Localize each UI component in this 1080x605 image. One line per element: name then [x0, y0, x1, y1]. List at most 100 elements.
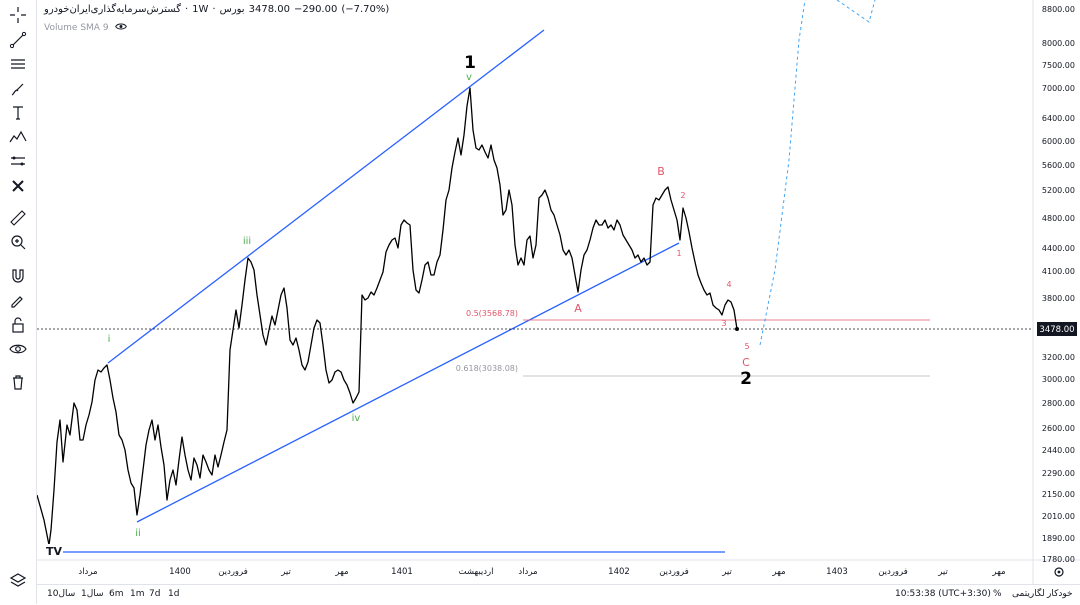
chart-settings-icon[interactable]	[1054, 567, 1064, 577]
price-scale-label: 2800.00	[1042, 399, 1075, 408]
timeframe-1y[interactable]: 1سال	[81, 589, 104, 599]
price-scale-label: 5600.00	[1042, 161, 1075, 170]
price-change-pct: (−7.70%)	[341, 4, 390, 15]
wave-label-iii: iii	[243, 236, 251, 247]
channel-upper-line[interactable]	[107, 29, 545, 364]
pattern-icon[interactable]	[6, 150, 30, 172]
time-axis-label: 1401	[391, 567, 413, 577]
tradingview-logo: TV	[41, 544, 63, 558]
symbol-header[interactable]: گسترش‌سرمایه‌گذاری‌ایران‌خودرو · 1W · بو…	[44, 4, 390, 15]
elliott-wave-icon[interactable]	[6, 126, 30, 148]
wave-label-c4: 4	[726, 280, 731, 289]
wave-label-c3: 3	[721, 319, 726, 328]
price-scale-label: 8000.00	[1042, 39, 1075, 48]
bottom-toolbar: 10سال 1سال 6m 1m 7d 1d 10:53:38 (UTC+3:3…	[37, 584, 1080, 605]
price-scale-label: 5200.00	[1042, 186, 1075, 195]
auto-toggle[interactable]: خودکار	[1047, 589, 1073, 599]
wave-label-primary-1: 1	[464, 53, 476, 73]
remove-icon[interactable]	[6, 175, 30, 197]
magnet-icon[interactable]	[6, 265, 30, 287]
wave-label-i: i	[108, 334, 111, 345]
indicator-label: Volume SMA 9	[44, 23, 109, 33]
last-price: 3478.00	[248, 4, 290, 15]
time-axis-label: اردیبهشت	[458, 567, 493, 577]
price-change: −290.00	[293, 4, 338, 15]
price-scale-label: 2290.00	[1042, 469, 1075, 478]
price-scale[interactable]: 8800.00 8000.00 7500.00 7000.00 6400.00 6000.…	[1042, 5, 1075, 564]
exchange: بورس	[219, 4, 245, 15]
price-scale-label: 3800.00	[1042, 294, 1075, 303]
wave-label-iv: iv	[352, 413, 361, 424]
time-axis-label: فروردین	[878, 567, 908, 577]
lock-drawing-icon[interactable]	[6, 289, 30, 311]
crosshair-icon[interactable]	[6, 4, 30, 26]
timeframe-7d[interactable]: 7d	[149, 589, 161, 599]
eye-icon[interactable]	[6, 338, 30, 360]
visibility-eye-icon[interactable]	[114, 22, 127, 34]
percent-toggle[interactable]: %	[993, 589, 1002, 599]
interval[interactable]: 1W	[192, 4, 209, 15]
price-scale-label: 2600.00	[1042, 424, 1075, 433]
wave-label-c1: 1	[676, 249, 681, 258]
price-scale-label: 4100.00	[1042, 267, 1075, 276]
drawing-toolbar	[0, 0, 37, 604]
horizontal-lines-icon[interactable]	[6, 53, 30, 75]
price-scale-label: 8800.00	[1042, 5, 1075, 14]
trash-icon[interactable]	[6, 371, 30, 393]
wave-label-a: A	[574, 302, 582, 315]
ruler-icon[interactable]	[6, 207, 30, 229]
time-axis-label: مهر	[771, 567, 785, 577]
time-axis[interactable]: مرداد 1400 فروردین تیر مهر 1401 اردیبهشت مرداد 1…	[78, 567, 1005, 577]
brush-icon[interactable]	[6, 78, 30, 100]
symbol-name[interactable]: گسترش‌سرمایه‌گذاری‌ایران‌خودرو	[44, 4, 181, 15]
time-axis-label: 1403	[826, 567, 848, 577]
time-axis-label: فروردین	[659, 567, 689, 577]
price-line	[37, 87, 738, 546]
wave-label-c5: 5	[744, 342, 749, 351]
clock[interactable]: 10:53:38 (UTC+3:30)	[895, 589, 991, 599]
timeframe-6m[interactable]: 6m	[109, 589, 124, 599]
timeframe-1d[interactable]: 1d	[168, 589, 180, 599]
channel-lower-line[interactable]	[136, 242, 680, 523]
price-scale-label: 1780.00	[1042, 555, 1075, 564]
price-scale-label: 6000.00	[1042, 137, 1075, 146]
lock-icon[interactable]	[6, 314, 30, 336]
time-axis-label: مرداد	[518, 567, 537, 577]
zoom-in-icon[interactable]	[6, 231, 30, 253]
time-axis-label: 1400	[169, 567, 191, 577]
log-toggle[interactable]: لگاریتمی	[1012, 589, 1045, 599]
wave-label-c: C	[742, 356, 750, 369]
current-price-badge	[1037, 322, 1077, 336]
price-scale-label: 2440.00	[1042, 446, 1075, 455]
price-chart[interactable]: 0.5(3568.78) 0.618(3038.08) i ii iii iv …	[37, 0, 1080, 584]
time-axis-label: تیر	[721, 567, 732, 577]
projection-line-top	[836, 0, 876, 23]
price-scale-label: 3000.00	[1042, 375, 1075, 384]
time-axis-label: مهر	[991, 567, 1005, 577]
time-axis-label: مرداد	[78, 567, 97, 577]
price-scale-label: 1890.00	[1042, 534, 1075, 543]
wave-label-c2: 2	[680, 191, 685, 200]
current-price-label: 3478.00	[1039, 325, 1074, 335]
price-scale-label: 2150.00	[1042, 490, 1075, 499]
timeframe-1m[interactable]: 1m	[130, 589, 145, 599]
price-scale-label: 6400.00	[1042, 114, 1075, 123]
layers-icon[interactable]	[6, 570, 30, 592]
timeframe-10y[interactable]: 10سال	[47, 589, 76, 599]
price-scale-label: 7000.00	[1042, 84, 1075, 93]
svg-text:TV: TV	[46, 545, 63, 558]
indicator-legend[interactable]: Volume SMA 9	[44, 22, 127, 34]
wave-label-v: v	[466, 72, 472, 83]
wave-label-ii: ii	[135, 528, 141, 539]
fib-0618-label: 0.618(3038.08)	[456, 364, 518, 373]
trend-line-icon[interactable]	[6, 29, 30, 51]
time-axis-label: 1402	[608, 567, 630, 577]
price-scale-label: 3200.00	[1042, 353, 1075, 362]
fib-05-label: 0.5(3568.78)	[466, 309, 518, 318]
text-icon[interactable]	[6, 102, 30, 124]
price-scale-label: 4800.00	[1042, 214, 1075, 223]
time-axis-label: تیر	[280, 567, 291, 577]
time-axis-label: فروردین	[218, 567, 248, 577]
projection-line	[759, 0, 806, 346]
wave-label-b: B	[657, 165, 665, 178]
